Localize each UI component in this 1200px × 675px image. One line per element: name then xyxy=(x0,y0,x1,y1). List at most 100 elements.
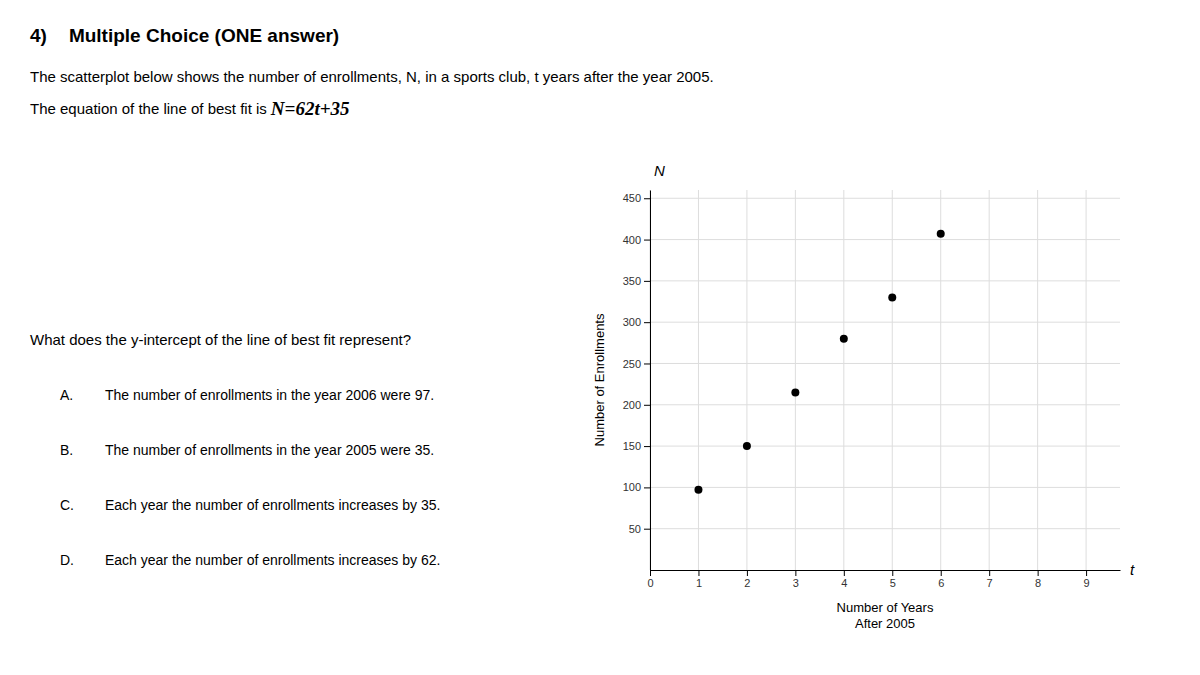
grid-line xyxy=(650,363,1120,364)
grid xyxy=(650,190,1120,570)
grid-line xyxy=(650,190,651,570)
y-tick: 300 xyxy=(623,316,650,328)
x-tick: 9 xyxy=(1084,570,1090,589)
x-tick-label: 3 xyxy=(793,577,799,589)
point xyxy=(791,388,799,396)
choice-text: Each year the number of enrollments incr… xyxy=(105,497,440,513)
grid-line xyxy=(650,404,1120,405)
grid-line xyxy=(650,322,1120,323)
grid-line xyxy=(892,190,893,570)
title-number: 4) xyxy=(30,25,47,46)
x-axis-title: Number of YearsAfter 2005 xyxy=(837,600,934,631)
x-axis-line xyxy=(651,570,1121,571)
x-variable: t xyxy=(1130,561,1135,578)
x-tick-mark xyxy=(892,570,893,576)
y-tick-label: 100 xyxy=(623,481,641,493)
choice-text: The number of enrollments in the year 20… xyxy=(105,387,434,403)
x-tick-mark xyxy=(989,570,990,576)
y-tick: 200 xyxy=(623,399,650,411)
grid-line xyxy=(940,190,941,570)
y-tick-label: 400 xyxy=(623,234,641,246)
grid-line xyxy=(1037,190,1038,570)
point xyxy=(937,230,945,238)
y-tick-mark xyxy=(644,529,650,530)
choice-label: A. xyxy=(60,387,73,403)
x-tick-mark xyxy=(844,570,845,576)
chart: 4) Multiple Choice (ONE answer) The scatte… xyxy=(0,0,1200,675)
grid-line xyxy=(698,190,699,570)
x-tick-label: 2 xyxy=(744,577,750,589)
grid-line xyxy=(843,190,844,570)
title: Multiple Choice (ONE answer) xyxy=(69,25,339,46)
x-tick: 2 xyxy=(744,570,750,589)
question: What does the y-intercept of the line of… xyxy=(30,331,411,348)
x-tick: 0 xyxy=(647,570,653,589)
x-tick-label: 0 xyxy=(647,577,653,589)
choice-text: The number of enrollments in the year 20… xyxy=(105,442,434,458)
y-tick: 150 xyxy=(623,440,650,452)
grid-line xyxy=(1086,190,1087,570)
y-axis: 50 100 150 200 250 300 350 400 450 xyxy=(623,191,651,571)
x-tick-label: 9 xyxy=(1084,577,1090,589)
grid-line xyxy=(989,190,990,570)
y-tick: 50 xyxy=(629,523,650,535)
x-tick-mark xyxy=(650,570,651,576)
y-tick: 350 xyxy=(623,275,650,287)
point xyxy=(694,486,702,494)
x-tick-label: 6 xyxy=(938,577,944,589)
grid-line xyxy=(650,239,1120,240)
choice-text: Each year the number of enrollments incr… xyxy=(105,552,440,568)
x-tick-mark xyxy=(795,570,796,576)
y-tick-label: 150 xyxy=(623,440,641,452)
y-tick-label: 450 xyxy=(623,192,641,204)
x-tick: 5 xyxy=(890,570,896,589)
x-tick-mark xyxy=(1038,570,1039,576)
y-tick: 400 xyxy=(623,234,650,246)
y-tick-label: 200 xyxy=(623,399,641,411)
y-variable: N xyxy=(654,162,665,179)
grid-line xyxy=(650,198,1120,199)
grid-line xyxy=(795,190,796,570)
grid-line xyxy=(650,487,1120,488)
x-tick-label: 1 xyxy=(696,577,702,589)
y-tick-label: 350 xyxy=(623,275,641,287)
y-tick-mark xyxy=(644,363,650,364)
x-tick: 6 xyxy=(938,570,944,589)
grid-line xyxy=(746,190,747,570)
y-tick-mark xyxy=(644,446,650,447)
y-tick-mark xyxy=(644,281,650,282)
y-tick-mark xyxy=(644,322,650,323)
y-axis-line xyxy=(650,191,651,571)
x-tick-label: 7 xyxy=(987,577,993,589)
y-tick-mark xyxy=(644,405,650,406)
x-tick-mark xyxy=(747,570,748,576)
x-tick: 1 xyxy=(696,570,702,589)
y-axis-title: Number of Enrollments xyxy=(592,313,607,446)
x-tick-mark xyxy=(941,570,942,576)
text-layer: 4) Multiple Choice (ONE answer) The scatte… xyxy=(30,25,1135,578)
x-tick: 7 xyxy=(987,570,993,589)
description: The equation of the line of best fit is xyxy=(30,100,267,117)
point xyxy=(840,335,848,343)
x-tick-label: 8 xyxy=(1035,577,1041,589)
description: The scatterplot below shows the number o… xyxy=(30,68,714,85)
y-tick: 450 xyxy=(623,192,650,204)
point xyxy=(743,442,751,450)
x-axis: 0 1 2 3 4 5 6 7 8 9 xyxy=(647,570,1120,589)
equation: N=62t+35 xyxy=(270,98,350,119)
y-tick-label: 50 xyxy=(629,523,641,535)
choice-label: B. xyxy=(60,442,73,458)
choice-label: D. xyxy=(60,552,74,568)
y-tick-label: 250 xyxy=(623,357,641,369)
x-tick-mark xyxy=(1086,570,1087,576)
y-tick-mark xyxy=(644,240,650,241)
choice-label: C. xyxy=(60,497,74,513)
y-tick: 100 xyxy=(623,481,650,493)
y-tick-mark xyxy=(644,198,650,199)
point xyxy=(888,293,896,301)
grid-line xyxy=(650,528,1120,529)
x-tick: 4 xyxy=(841,570,847,589)
x-tick-mark xyxy=(698,570,699,576)
grid-line xyxy=(650,280,1120,281)
x-tick: 8 xyxy=(1035,570,1041,589)
